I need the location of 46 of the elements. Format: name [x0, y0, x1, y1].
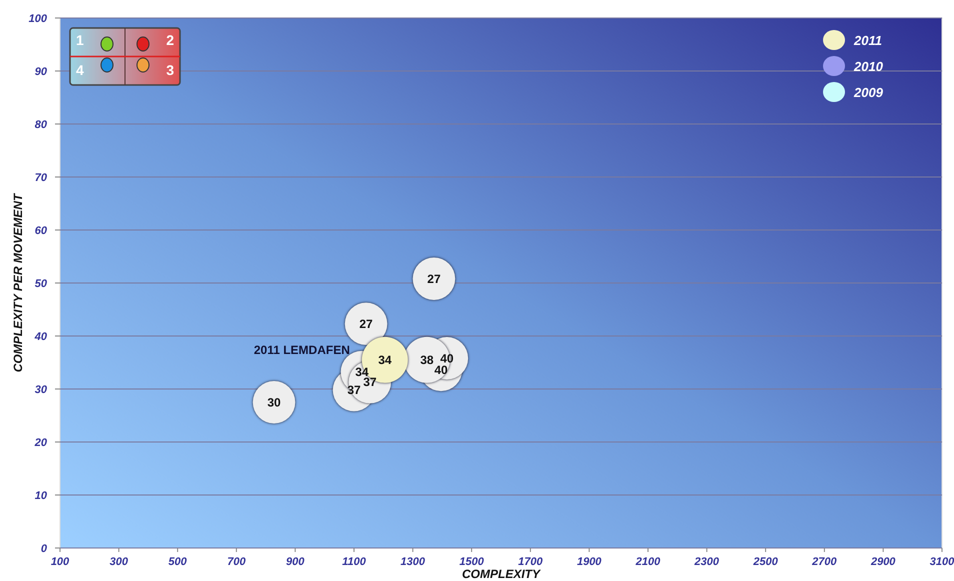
y-tick-label: 50: [34, 278, 48, 290]
x-tick-label: 700: [227, 556, 246, 568]
annotation: 27: [427, 272, 441, 286]
x-tick-label: 1300: [400, 556, 426, 568]
annotation: 2011 LEMDAFEN: [254, 342, 350, 357]
x-tick-label: 2900: [870, 556, 896, 568]
x-axis-title: COMPLEXITY: [462, 567, 541, 581]
y-tick-label: 100: [28, 13, 48, 25]
x-tick-label: 900: [286, 556, 306, 568]
annotation: 3: [166, 62, 174, 78]
annotation: 38: [420, 352, 434, 367]
y-tick-label: 30: [34, 384, 48, 396]
x-tick-label: 500: [168, 556, 188, 568]
x-tick-label: 1900: [576, 556, 602, 568]
annotation: 40: [440, 351, 454, 366]
y-tick-label: 0: [40, 543, 48, 555]
annotation: 34: [378, 352, 392, 367]
annotation: 40: [434, 362, 448, 377]
y-tick-label: 40: [34, 331, 48, 343]
x-tick-label: 2300: [694, 556, 720, 568]
y-tick-label: 10: [34, 490, 48, 502]
x-tick-label: 2500: [752, 556, 779, 568]
annotation: 27: [359, 316, 374, 331]
x-tick-label: 100: [50, 556, 70, 568]
x-tick-label: 1500: [459, 556, 485, 568]
x-tick-label: 1700: [518, 556, 544, 568]
legend-label: 2010: [853, 59, 884, 74]
y-tick-label: 60: [34, 225, 48, 237]
y-axis-title: COMPLEXITY PER MOVEMENT: [11, 192, 25, 372]
legend-label: 2011: [853, 33, 882, 48]
x-tick-label: 3100: [930, 556, 954, 568]
x-tick-label: 2700: [811, 556, 838, 568]
legend-label: 2009: [853, 85, 884, 100]
y-tick-label: 20: [34, 437, 48, 449]
x-tick-label: 1100: [342, 556, 367, 568]
y-tick-label: 70: [34, 172, 48, 184]
annotation: 2: [166, 32, 174, 48]
annotation: 37: [363, 375, 377, 390]
x-tick-label: 300: [110, 556, 129, 568]
y-tick-label: 90: [34, 66, 48, 78]
x-tick-label: 2100: [634, 556, 662, 568]
annotation: 30: [267, 395, 282, 410]
annotation: 37: [347, 383, 361, 398]
annotation: 4: [76, 62, 84, 78]
annotation: 1: [76, 32, 84, 48]
y-tick-label: 80: [34, 119, 48, 131]
